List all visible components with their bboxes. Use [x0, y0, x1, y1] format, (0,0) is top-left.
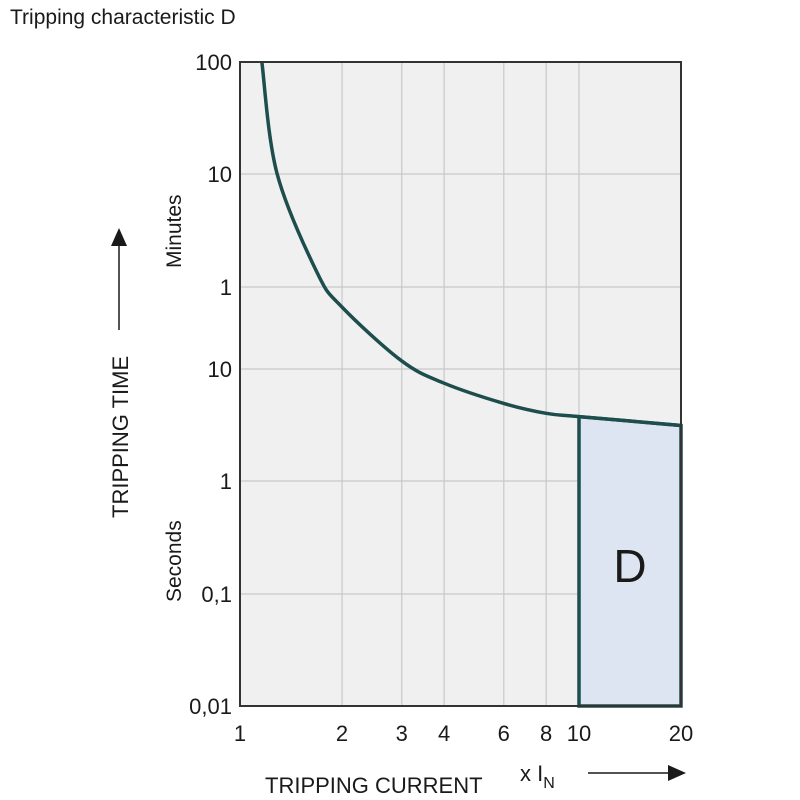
y-tick-label: 1 — [220, 469, 232, 494]
x-axis-label: TRIPPING CURRENT — [265, 773, 483, 798]
y-tick-label: 100 — [195, 50, 232, 75]
y-arrow-head — [111, 228, 127, 246]
x-unit-label: x IN — [520, 761, 555, 792]
y-tick-label: 10 — [208, 357, 232, 382]
x-tick-label: 2 — [336, 721, 348, 746]
x-unit-prefix: x I — [520, 761, 543, 786]
tripping-curve — [260, 61, 682, 428]
y-tick-label: 1 — [220, 275, 232, 300]
y-axis-label: TRIPPING TIME — [108, 356, 133, 518]
x-tick-label: 3 — [396, 721, 408, 746]
plot-border — [239, 61, 682, 707]
x-tick-labels: 1 2 3 4 6 8 10 20 — [234, 721, 693, 746]
region-label: D — [613, 540, 646, 592]
y-tick-label: 0,1 — [201, 582, 232, 607]
x-tick-label: 10 — [567, 721, 591, 746]
y-tick-label: 0,01 — [189, 694, 232, 719]
y-tick-label: 10 — [208, 162, 232, 187]
chart-title: Tripping characteristic D — [10, 6, 236, 29]
x-tick-label: 8 — [540, 721, 552, 746]
y-seconds-label: Seconds — [163, 520, 186, 602]
x-tick-label: 1 — [234, 721, 246, 746]
y-minutes-label: Minutes — [163, 194, 186, 268]
x-tick-label: 20 — [669, 721, 693, 746]
x-tick-label: 4 — [438, 721, 450, 746]
x-tick-label: 6 — [498, 721, 510, 746]
y-tick-labels: 100 10 1 10 1 0,1 0,01 — [189, 50, 232, 719]
x-unit-sub: N — [543, 775, 555, 792]
x-arrow-head — [668, 765, 686, 781]
